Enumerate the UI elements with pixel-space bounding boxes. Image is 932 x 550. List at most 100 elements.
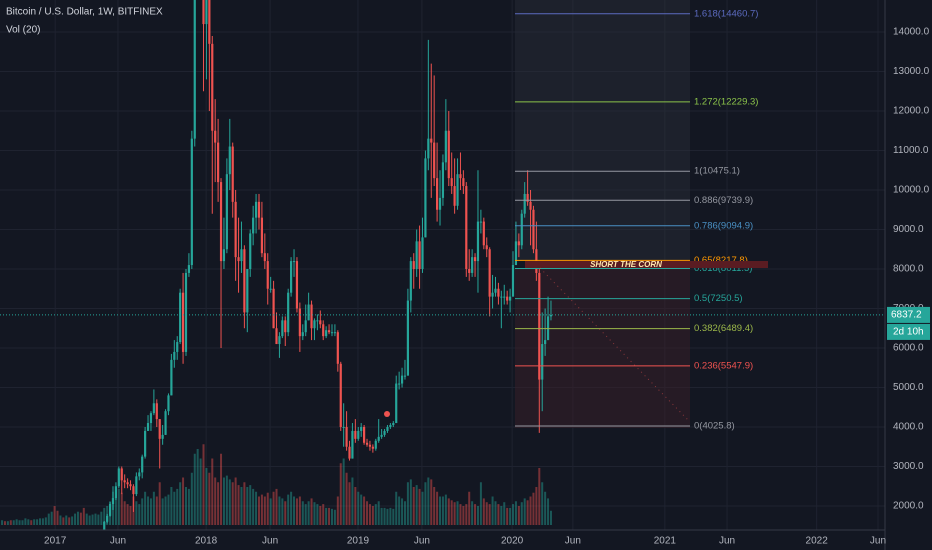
volume-bar: [47, 513, 50, 525]
volume-bar: [117, 488, 120, 525]
volume-bar: [488, 504, 491, 525]
candle-body: [468, 268, 471, 273]
candle-body: [400, 375, 404, 384]
volume-bar: [541, 482, 544, 525]
candle-body: [263, 253, 266, 262]
volume-bar: [494, 501, 497, 525]
volume-bar: [310, 498, 313, 525]
fib-label: 0.886(9739.9): [694, 195, 753, 206]
candle-body: [392, 423, 395, 426]
candle-body: [511, 265, 515, 297]
volume-bar: [114, 496, 117, 525]
volume-bar: [374, 504, 377, 525]
stop-zone: [515, 268, 690, 428]
volume-bar: [517, 506, 520, 525]
candle-body: [339, 363, 342, 427]
volume-bar: [316, 504, 319, 525]
candle-body: [330, 332, 334, 334]
candle-body: [386, 426, 389, 431]
volume-bar: [354, 487, 357, 525]
candle-body: [447, 130, 450, 179]
volume-bar: [62, 517, 65, 525]
candle-body: [208, 0, 211, 44]
volume-bar: [293, 496, 296, 525]
candle-body: [260, 217, 264, 254]
volume-bar: [56, 510, 59, 525]
volume-bar: [506, 507, 509, 525]
y-tick-label: 10000.0: [893, 185, 930, 196]
short-box: [525, 261, 768, 268]
candle-body: [228, 146, 231, 175]
volume-bar: [220, 453, 223, 525]
x-tick-label: 2019: [347, 536, 370, 547]
volume-bar: [427, 477, 430, 525]
candle-body: [427, 138, 430, 159]
volume-bar: [176, 488, 179, 525]
candle-body: [371, 446, 374, 449]
volume-bar: [12, 520, 15, 525]
y-tick-label: 12000.0: [893, 106, 930, 117]
candle-body: [529, 201, 532, 210]
volume-bar: [120, 492, 123, 525]
volume-bar: [193, 453, 196, 525]
candle-body: [108, 504, 112, 516]
volume-bar: [240, 487, 243, 525]
candle-body: [526, 193, 529, 202]
candle-body: [190, 138, 193, 266]
candle-body: [363, 426, 366, 443]
volume-bar: [360, 494, 363, 525]
candle-body: [158, 419, 161, 439]
volume-bar: [529, 496, 532, 525]
y-tick-label: 13000.0: [893, 66, 930, 77]
volume-bar: [18, 520, 21, 525]
volume-bar: [406, 482, 409, 525]
fib-label: 0.236(5547.9): [694, 360, 753, 371]
volume-pane: [1, 444, 552, 525]
candle-body: [544, 340, 547, 345]
volume-bar: [401, 498, 404, 525]
candle-body: [240, 249, 243, 262]
volume-bar: [79, 512, 82, 525]
volume-bar: [214, 477, 217, 525]
fib-label: 0(4025.8): [694, 420, 735, 431]
candle-body: [141, 456, 144, 473]
volume-bar: [44, 517, 47, 525]
volume-bar: [257, 496, 260, 525]
volume-bar: [497, 504, 500, 525]
volume-bar: [24, 518, 27, 525]
volume-bar: [290, 491, 293, 525]
volume-bar: [281, 498, 284, 525]
fib-label: 1.618(14460.7): [694, 8, 758, 19]
volume-bar: [544, 491, 547, 525]
candle-body: [252, 217, 255, 234]
candle-body: [479, 221, 482, 223]
candle-body: [453, 186, 456, 206]
volume-bar: [246, 487, 249, 525]
candle-body: [135, 476, 138, 495]
candle-body: [167, 395, 170, 412]
volume-bar: [357, 491, 360, 525]
volume-bar: [135, 501, 138, 525]
candle-body: [412, 261, 415, 269]
candle-body: [409, 261, 412, 301]
volume-bar: [158, 482, 161, 525]
volume-bar: [237, 485, 240, 525]
volume-bar: [152, 491, 155, 525]
volume-bar: [167, 494, 170, 525]
fib-label: 0.382(6489.4): [694, 323, 753, 334]
candle-body: [304, 320, 307, 333]
volume-bar: [141, 498, 144, 525]
volume-bar: [103, 507, 106, 525]
volume-bar: [211, 458, 214, 525]
volume-bar: [339, 463, 342, 525]
volume-bar: [363, 496, 366, 525]
volume-bar: [409, 479, 412, 525]
volume-bar: [202, 444, 205, 525]
volume-bar: [284, 501, 287, 525]
candle-body: [494, 288, 497, 293]
volume-bar: [307, 501, 310, 525]
volume-bar: [436, 491, 439, 525]
volume-bar: [266, 492, 269, 525]
time-axis: [0, 530, 885, 550]
candle-body: [368, 444, 372, 447]
